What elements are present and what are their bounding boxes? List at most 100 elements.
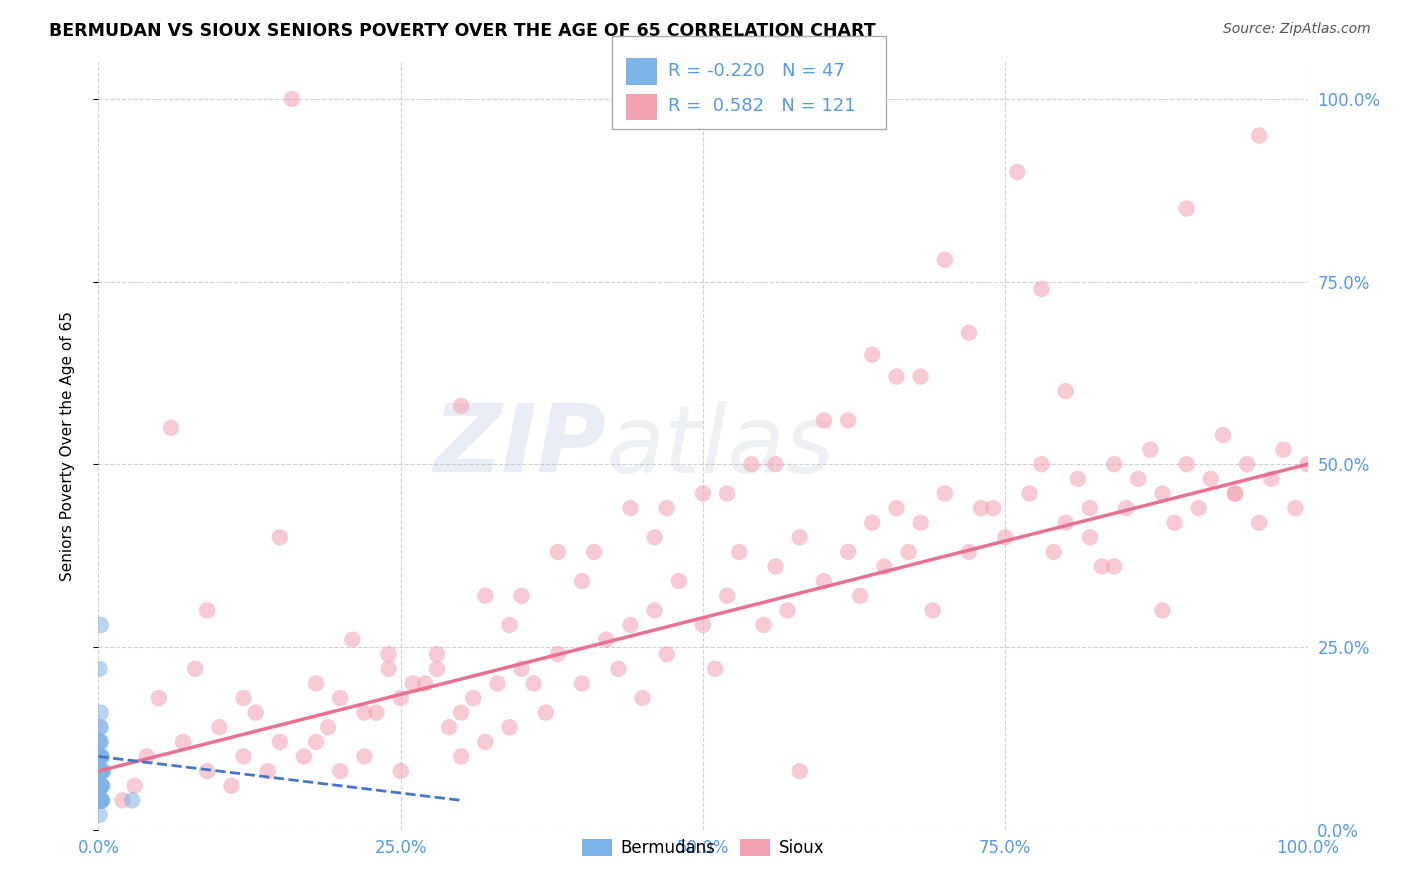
Point <box>644 603 666 617</box>
Point <box>1152 603 1174 617</box>
Point <box>208 720 231 734</box>
Point <box>89 793 111 807</box>
Point <box>994 530 1017 544</box>
Point <box>89 764 111 778</box>
Point <box>389 764 412 778</box>
Point <box>897 545 920 559</box>
Point <box>716 589 738 603</box>
Point <box>571 574 593 589</box>
Point <box>89 808 111 822</box>
Point <box>89 720 111 734</box>
Point <box>837 413 859 427</box>
Point <box>366 706 388 720</box>
Point <box>89 793 111 807</box>
Point <box>1175 457 1198 471</box>
Point <box>305 735 328 749</box>
Point <box>728 545 751 559</box>
Point <box>160 421 183 435</box>
Point <box>957 545 980 559</box>
Text: BERMUDAN VS SIOUX SENIORS POVERTY OVER THE AGE OF 65 CORRELATION CHART: BERMUDAN VS SIOUX SENIORS POVERTY OVER T… <box>49 22 876 40</box>
Point <box>90 749 112 764</box>
Point <box>305 676 328 690</box>
Point <box>474 589 496 603</box>
Point <box>121 793 143 807</box>
Point <box>619 501 641 516</box>
Point <box>377 647 399 661</box>
Point <box>1296 457 1319 471</box>
Text: atlas: atlas <box>606 401 835 491</box>
Point <box>1163 516 1185 530</box>
Point <box>329 691 352 706</box>
Point <box>789 764 811 778</box>
Point <box>426 662 449 676</box>
Point <box>934 252 956 267</box>
Point <box>89 779 111 793</box>
Point <box>668 574 690 589</box>
Point <box>498 720 520 734</box>
Point <box>981 501 1004 516</box>
Text: ZIP: ZIP <box>433 400 606 492</box>
Point <box>776 603 799 617</box>
Point <box>463 691 485 706</box>
Point <box>89 779 111 793</box>
Point <box>849 589 872 603</box>
Point <box>89 793 111 807</box>
Point <box>523 676 546 690</box>
Text: R =  0.582   N = 121: R = 0.582 N = 121 <box>668 97 855 115</box>
Point <box>619 618 641 632</box>
Point <box>450 749 472 764</box>
Point <box>571 676 593 690</box>
Point <box>245 706 267 720</box>
Point <box>1067 472 1090 486</box>
Point <box>90 793 112 807</box>
Point <box>91 764 114 778</box>
Point <box>510 589 533 603</box>
Point <box>644 530 666 544</box>
Point <box>547 647 569 661</box>
Point <box>450 399 472 413</box>
Point <box>1223 486 1246 500</box>
Point <box>740 457 762 471</box>
Point <box>90 779 112 793</box>
Point <box>595 632 617 647</box>
Point <box>195 764 218 778</box>
Point <box>813 413 835 427</box>
Point <box>232 691 254 706</box>
Point <box>184 662 207 676</box>
Point <box>90 793 112 807</box>
Point <box>1115 501 1137 516</box>
Point <box>89 793 111 807</box>
Point <box>1042 545 1064 559</box>
Point <box>124 779 146 793</box>
Point <box>1102 559 1125 574</box>
Point <box>547 545 569 559</box>
Point <box>89 764 111 778</box>
Y-axis label: Seniors Poverty Over the Age of 65: Seniors Poverty Over the Age of 65 <box>60 311 75 581</box>
Point <box>1188 501 1211 516</box>
Point <box>89 793 111 807</box>
Text: R = -0.220   N = 47: R = -0.220 N = 47 <box>668 62 845 80</box>
Point <box>281 92 304 106</box>
Point <box>89 749 111 764</box>
Point <box>886 369 908 384</box>
Point <box>1018 486 1040 500</box>
Legend: Bermudans, Sioux: Bermudans, Sioux <box>575 832 831 863</box>
Point <box>1078 501 1101 516</box>
Point <box>329 764 352 778</box>
Point <box>1236 457 1258 471</box>
Point <box>1091 559 1114 574</box>
Point <box>89 793 111 807</box>
Point <box>135 749 157 764</box>
Point <box>873 559 896 574</box>
Point <box>91 779 114 793</box>
Point <box>1199 472 1222 486</box>
Point <box>90 735 112 749</box>
Point <box>316 720 339 734</box>
Point <box>510 662 533 676</box>
Point <box>886 501 908 516</box>
Point <box>89 779 111 793</box>
Point <box>256 764 278 778</box>
Point <box>89 749 111 764</box>
Point <box>111 793 134 807</box>
Point <box>1212 428 1234 442</box>
